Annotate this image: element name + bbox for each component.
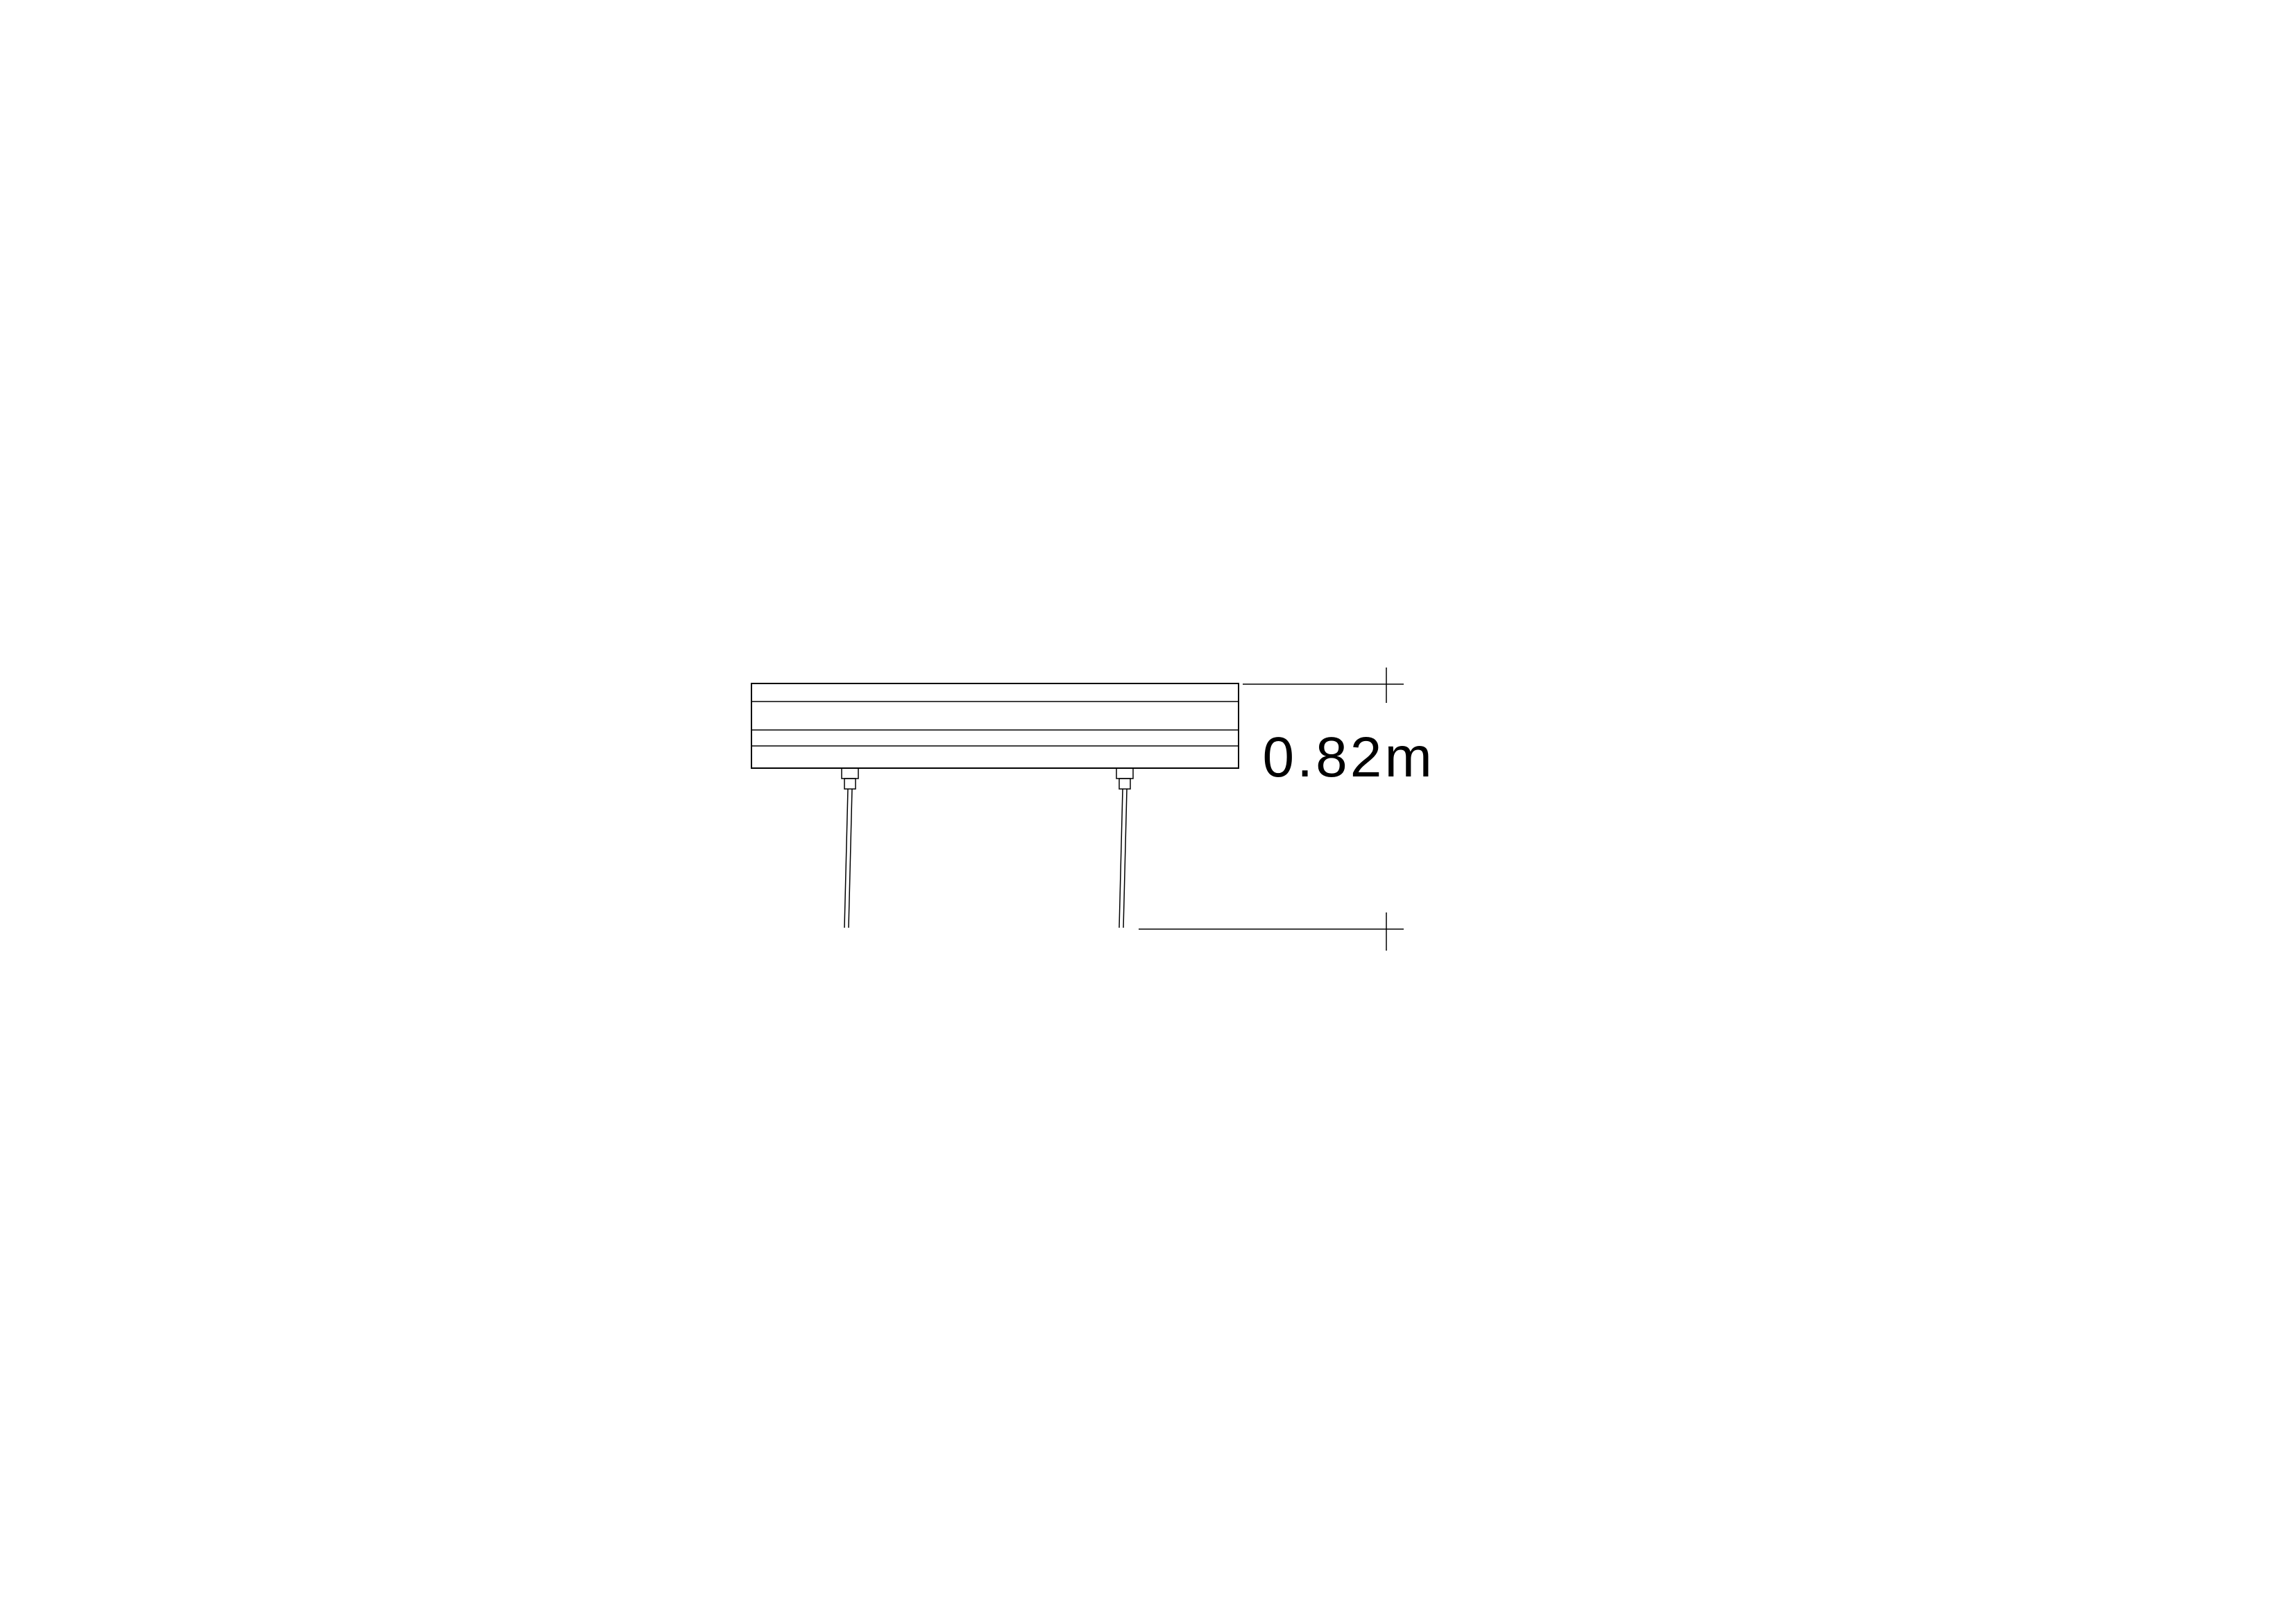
bench-legs — [842, 768, 1133, 928]
dimension-label: 0.82m — [1263, 725, 1435, 790]
bench-seat — [751, 683, 1239, 768]
drawing-svg — [663, 468, 1634, 1155]
dimension-lines — [1139, 668, 1404, 951]
technical-drawing: 0.82m — [663, 468, 1634, 1155]
